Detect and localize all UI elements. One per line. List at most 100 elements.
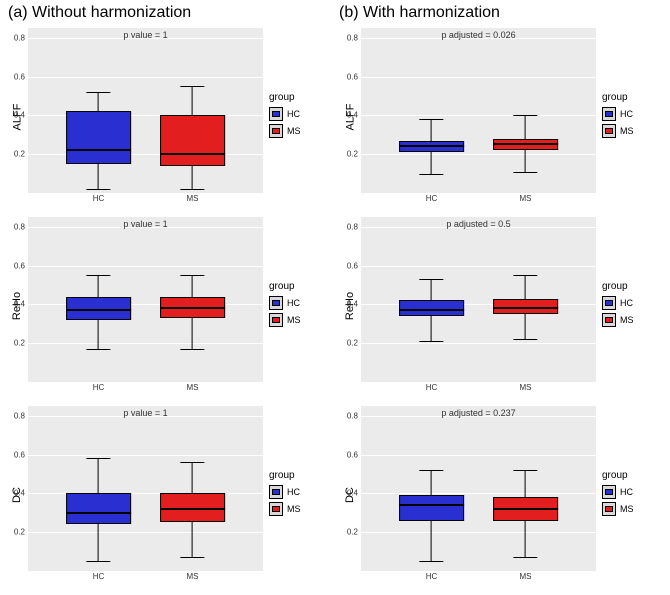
whisker-cap — [181, 349, 204, 350]
boxplot-hc — [66, 28, 132, 193]
y-tick-label: 0.6 — [347, 261, 361, 270]
x-tick-label: MS — [520, 383, 532, 392]
legend: groupHCMS — [263, 24, 331, 209]
legend-swatch — [269, 124, 283, 138]
y-tick-label: 0.4 — [14, 300, 28, 309]
y-tick-label: 0.2 — [14, 150, 28, 159]
legend-item: MS — [269, 502, 331, 516]
grid-line — [361, 455, 596, 456]
grid-line — [361, 493, 596, 494]
y-tick-label: 0.8 — [347, 33, 361, 42]
legend-item: HC — [602, 107, 664, 121]
x-tick-label: MS — [187, 572, 199, 581]
median-line — [66, 309, 132, 311]
median-line — [160, 153, 226, 155]
y-tick-label: 0.4 — [347, 489, 361, 498]
plot-wrap: p value = 10.20.40.60.8HCMS — [28, 24, 263, 209]
y-tick-label: 0.4 — [14, 489, 28, 498]
whisker-cap — [420, 561, 443, 562]
whisker-cap — [420, 470, 443, 471]
y-tick-label: 0.6 — [14, 72, 28, 81]
legend-label: MS — [620, 126, 634, 136]
legend-swatch — [602, 502, 616, 516]
legend-label: HC — [287, 298, 300, 308]
panel-cell: DCp value = 10.20.40.60.8HCMSgroupHCMS — [6, 402, 331, 587]
legend-item: MS — [602, 502, 664, 516]
legend-item: MS — [269, 313, 331, 327]
x-tick-label: HC — [93, 383, 105, 392]
whisker-cap — [420, 119, 443, 120]
y-tick-label: 0.8 — [347, 222, 361, 231]
legend-label: HC — [620, 487, 633, 497]
y-tick-label: 0.4 — [14, 111, 28, 120]
legend-item: MS — [602, 313, 664, 327]
box-rect — [160, 115, 226, 165]
box-rect — [66, 493, 132, 524]
grid-line — [28, 115, 263, 116]
legend-swatch — [269, 296, 283, 310]
legend-label: MS — [287, 504, 301, 514]
p-value-annotation: p adjusted = 0.026 — [441, 30, 515, 40]
legend-swatch — [602, 313, 616, 327]
median-line — [160, 508, 226, 510]
whisker-cap — [514, 339, 537, 340]
x-tick-label: MS — [187, 194, 199, 203]
legend: groupHCMS — [263, 402, 331, 587]
grid-line — [28, 304, 263, 305]
grid-line — [361, 77, 596, 78]
panel-cell: ALFFp adjusted = 0.0260.20.40.60.8HCMSgr… — [339, 24, 664, 209]
y-tick-label: 0.6 — [347, 72, 361, 81]
legend-label: MS — [287, 126, 301, 136]
median-line — [160, 307, 226, 309]
plot-area: p adjusted = 0.2370.20.40.60.8 — [361, 406, 596, 571]
x-tick-label: HC — [426, 572, 438, 581]
y-tick-label: 0.6 — [14, 261, 28, 270]
legend: groupHCMS — [596, 213, 664, 398]
grid-line — [28, 77, 263, 78]
grid-line — [28, 455, 263, 456]
legend-item: HC — [269, 296, 331, 310]
p-value-annotation: p value = 1 — [123, 30, 167, 40]
whisker-cap — [181, 86, 204, 87]
y-tick-label: 0.4 — [347, 111, 361, 120]
x-tick-label: HC — [426, 383, 438, 392]
column-titles-row: (a) Without harmonization (b) With harmo… — [0, 0, 670, 24]
legend-item: MS — [602, 124, 664, 138]
x-tick-label: HC — [93, 572, 105, 581]
legend-swatch-inner — [272, 506, 280, 512]
plot-area: p value = 10.20.40.60.8 — [28, 217, 263, 382]
x-axis: HC MS — [28, 193, 263, 209]
legend-swatch-inner — [605, 111, 613, 117]
plot-wrap: p value = 10.20.40.60.8HCMS — [28, 402, 263, 587]
whisker-cap — [420, 174, 443, 175]
median-line — [399, 504, 465, 506]
median-line — [493, 307, 559, 309]
legend-item: HC — [602, 485, 664, 499]
legend-item: HC — [269, 485, 331, 499]
whisker-cap — [181, 189, 204, 190]
grid-line — [361, 304, 596, 305]
grid-line — [28, 493, 263, 494]
boxplot-ms — [493, 28, 559, 193]
legend-label: MS — [620, 504, 634, 514]
plot-wrap: p adjusted = 0.50.20.40.60.8HC MS — [361, 213, 596, 398]
x-tick-label: HC — [93, 194, 105, 203]
grid-line — [361, 532, 596, 533]
grid-line — [361, 115, 596, 116]
legend-swatch-inner — [605, 128, 613, 134]
grid-line — [28, 266, 263, 267]
legend-label: HC — [287, 487, 300, 497]
x-axis: HCMS — [28, 382, 263, 398]
y-tick-label: 0.8 — [14, 222, 28, 231]
legend-label: MS — [287, 315, 301, 325]
median-line — [493, 143, 559, 145]
legend-swatch-inner — [272, 111, 280, 117]
boxplot-ms — [493, 217, 559, 382]
panel-cell: ReHop adjusted = 0.50.20.40.60.8HCMSgrou… — [339, 213, 664, 398]
plot-area: p adjusted = 0.50.20.40.60.8 — [361, 217, 596, 382]
col-title-b: (b) With harmonization — [339, 4, 670, 22]
panel-cell: ALFFp value = 10.20.40.60.8HCMSgroupHCMS — [6, 24, 331, 209]
boxplot-ms — [493, 406, 559, 571]
legend-item: MS — [269, 124, 331, 138]
y-tick-label: 0.2 — [14, 339, 28, 348]
